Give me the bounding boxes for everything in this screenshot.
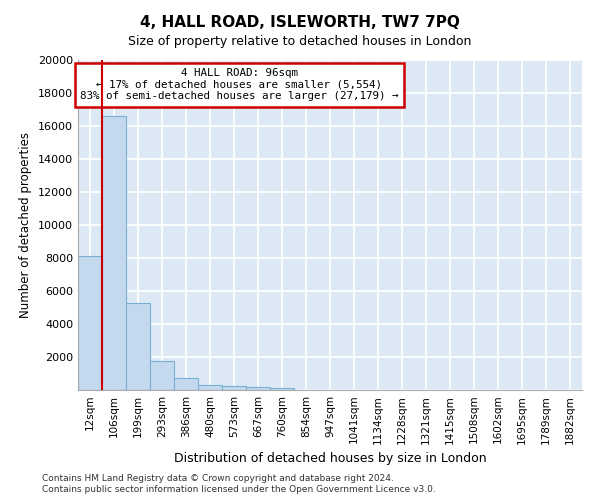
Bar [222,386,246,390]
Bar [174,378,198,390]
Bar [102,116,126,390]
Bar [78,256,102,390]
Bar [270,388,294,390]
Text: Contains HM Land Registry data © Crown copyright and database right 2024.
Contai: Contains HM Land Registry data © Crown c… [42,474,436,494]
Bar [126,302,150,390]
Bar [198,384,222,390]
Text: 4 HALL ROAD: 96sqm
← 17% of detached houses are smaller (5,554)
83% of semi-deta: 4 HALL ROAD: 96sqm ← 17% of detached hou… [80,68,398,102]
Text: Size of property relative to detached houses in London: Size of property relative to detached ho… [128,35,472,48]
Bar [150,361,174,390]
X-axis label: Distribution of detached houses by size in London: Distribution of detached houses by size … [173,452,487,465]
Text: 4, HALL ROAD, ISLEWORTH, TW7 7PQ: 4, HALL ROAD, ISLEWORTH, TW7 7PQ [140,15,460,30]
Bar [246,387,270,390]
Y-axis label: Number of detached properties: Number of detached properties [19,132,32,318]
